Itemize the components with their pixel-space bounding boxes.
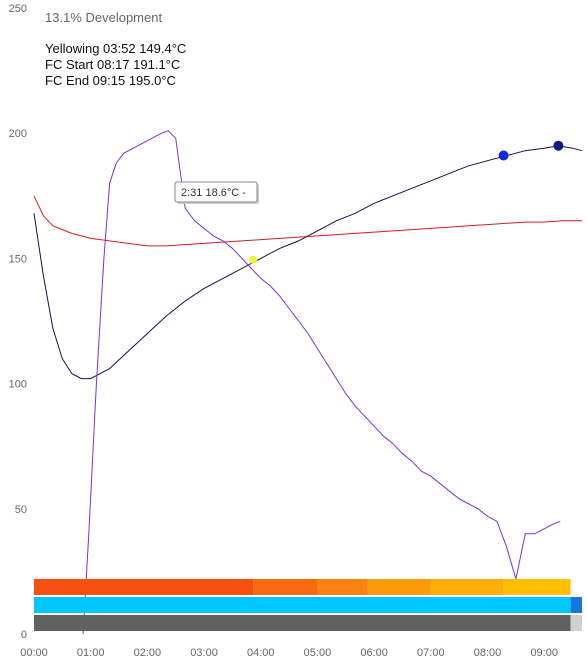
phase-bar-1-segment (570, 597, 582, 613)
event-yellowing-label: Yellowing 03:52 149.4°C (45, 41, 186, 56)
tooltip-box (174, 181, 258, 203)
x-tick-label: 07:00 (417, 647, 445, 659)
x-tick-label: 01:00 (77, 647, 105, 659)
event-marker-2[interactable] (553, 140, 564, 151)
x-tick-label: 08:00 (474, 647, 502, 659)
phase-bar-0-segment (253, 579, 318, 595)
phase-bar-0-segment (570, 579, 582, 595)
series-line-2 (82, 130, 561, 635)
phase-bar-0-segment (34, 579, 254, 595)
y-tick-label: 150 (9, 253, 27, 265)
series-line-1 (33, 195, 582, 247)
event-markers (249, 140, 564, 264)
tooltip-text: 2:31 18.6°C - (181, 187, 246, 199)
y-tick-label: 100 (9, 379, 27, 391)
phase-bar-1-segment (34, 597, 571, 613)
x-tick-label: 00:00 (20, 647, 48, 659)
hover-tooltip: 2:31 18.6°C - (174, 181, 259, 204)
phase-bar-0-segment (430, 579, 504, 595)
development-label: 13.1% Development (45, 10, 162, 25)
x-tick-label: 02:00 (134, 647, 162, 659)
y-tick-label: 250 (9, 3, 27, 15)
phase-bar-0-segment (367, 579, 431, 595)
x-tick-label: 09:00 (530, 647, 558, 659)
phase-bar-2-segment (34, 615, 571, 631)
x-axis-ticks: 00:00 01:00 02:00 03:00 04:00 05:00 06:00 07:00… (20, 647, 558, 659)
event-fc-end-label: FC End 09:15 195.0°C (45, 73, 176, 88)
event-marker-1[interactable] (498, 150, 509, 161)
phase-bars (34, 579, 582, 631)
x-tick-label: 04:00 (247, 647, 275, 659)
x-tick-label: 06:00 (360, 647, 388, 659)
y-axis-ticks: 0 50 100 150 200 250 (9, 3, 27, 641)
phase-bar-0-segment (317, 579, 368, 595)
y-tick-label: 0 (21, 629, 27, 641)
x-tick-label: 05:00 (304, 647, 332, 659)
y-tick-label: 200 (9, 128, 27, 140)
series-line-0 (33, 145, 583, 380)
series-layer (33, 130, 583, 635)
x-tick-label: 03:00 (190, 647, 218, 659)
phase-bar-0-segment (503, 579, 571, 595)
phase-bar-2-segment (570, 615, 582, 631)
event-fc-start-label: FC Start 08:17 191.1°C (45, 57, 180, 72)
event-marker-0[interactable] (249, 255, 258, 264)
y-tick-label: 50 (15, 504, 27, 516)
